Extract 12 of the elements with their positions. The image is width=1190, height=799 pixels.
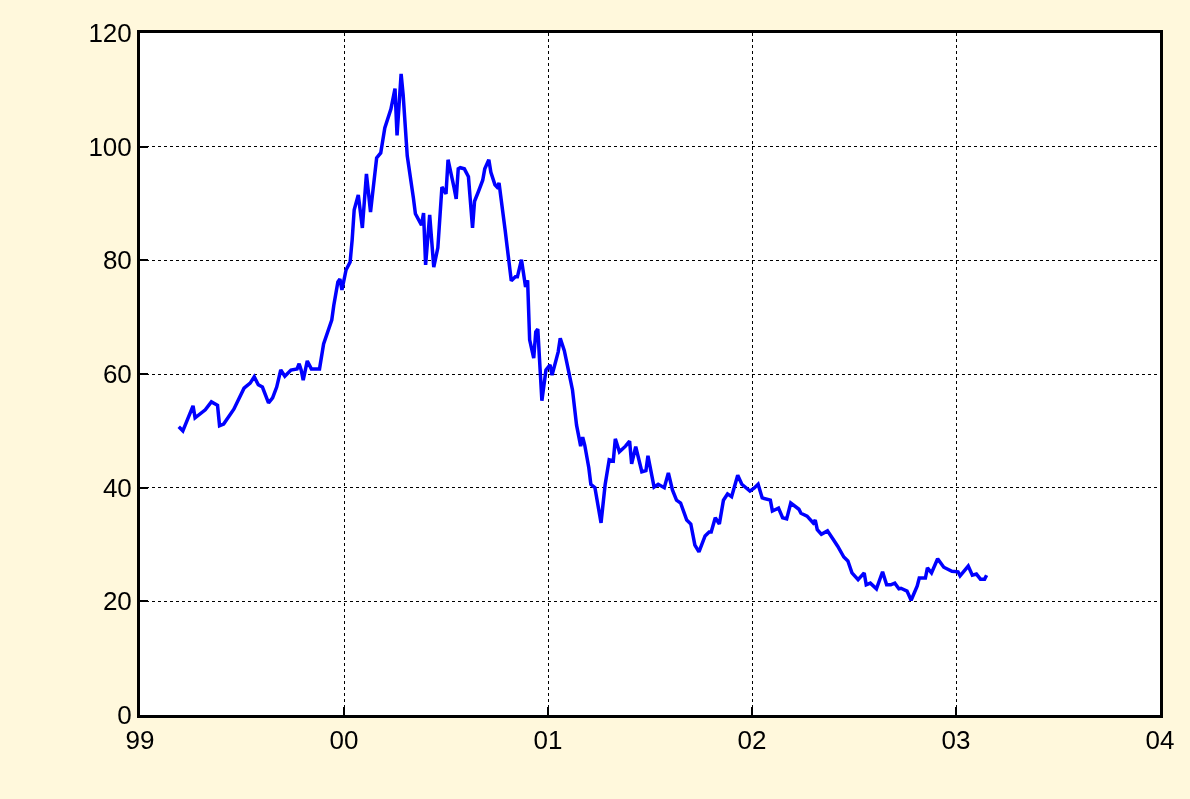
x-tick-label: 00 bbox=[329, 725, 359, 756]
x-tick-label: 02 bbox=[737, 725, 767, 756]
y-tick-label: 120 bbox=[88, 18, 132, 49]
x-tick-label: 04 bbox=[1145, 725, 1175, 756]
y-tick-label: 20 bbox=[102, 586, 132, 617]
x-tick-label: 03 bbox=[941, 725, 971, 756]
y-tick-label: 40 bbox=[102, 472, 132, 503]
y-tick-label: 60 bbox=[102, 359, 132, 390]
y-tick-label: 80 bbox=[102, 245, 132, 276]
y-tick-label: 100 bbox=[88, 131, 132, 162]
x-tick-label: 01 bbox=[533, 725, 563, 756]
line-series bbox=[177, 72, 989, 602]
